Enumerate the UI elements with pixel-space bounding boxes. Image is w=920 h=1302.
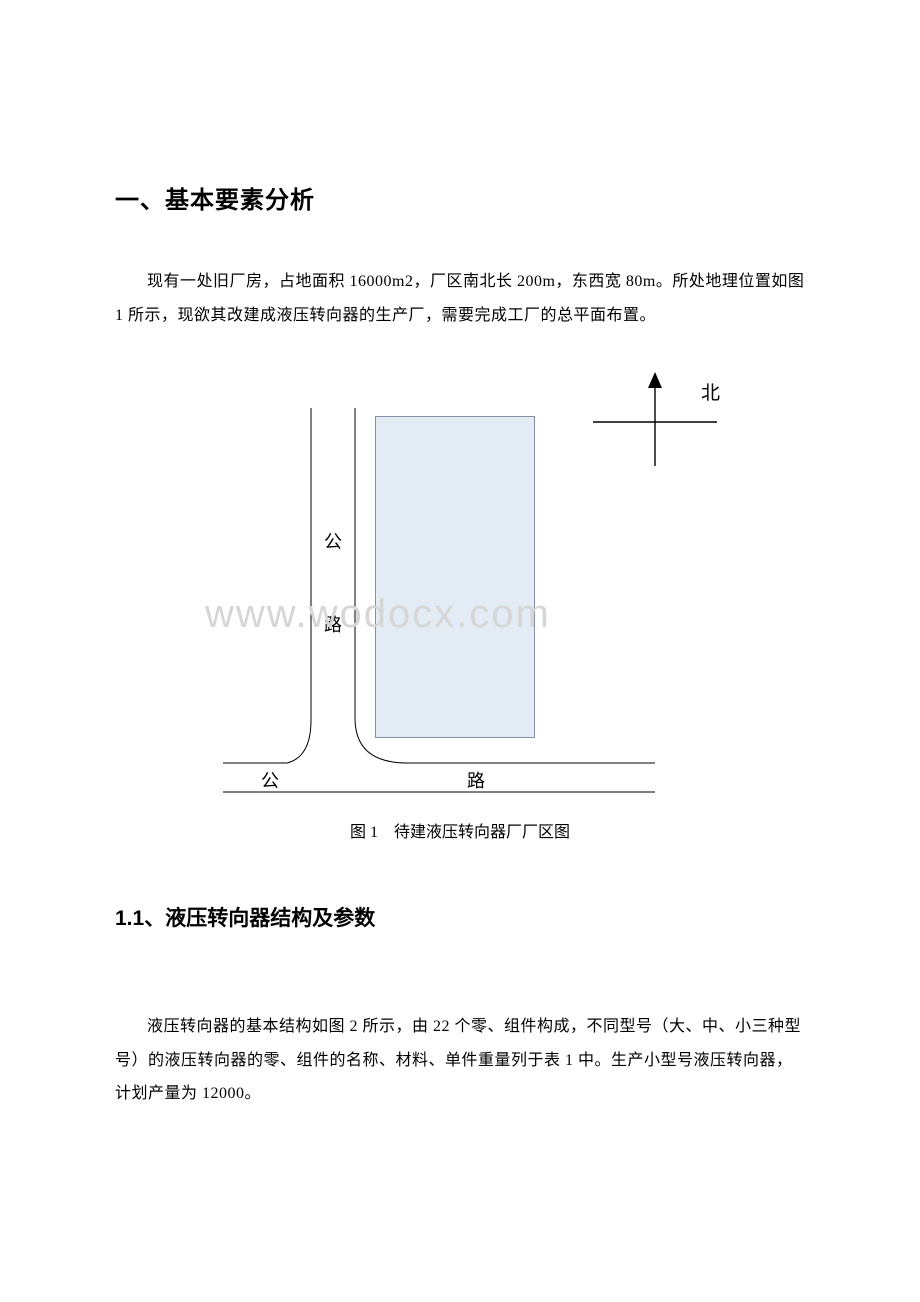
figure-1: 北 公 路 公 路 www.wodocx.com	[115, 370, 805, 800]
road-label-bottom-right: 路	[467, 767, 485, 793]
road-label-bottom-left: 公	[261, 767, 279, 793]
road-label-vertical-char2: 路	[323, 613, 343, 638]
paragraph-2: 液压转向器的基本结构如图 2 所示，由 22 个零、组件构成，不同型号（大、中、…	[115, 1010, 805, 1111]
road-label-vertical: 公 路	[323, 530, 343, 638]
section-heading-1: 一、基本要素分析	[115, 180, 805, 215]
figure-1-caption: 图 1 待建液压转向器厂厂区图	[115, 818, 805, 842]
paragraph-1: 现有一处旧厂房，占地面积 16000m2，厂区南北长 200m，东西宽 80m。…	[115, 265, 805, 332]
section-heading-1-1: 1.1、液压转向器结构及参数	[115, 902, 805, 932]
road-outline	[115, 370, 805, 800]
road-label-vertical-char1: 公	[323, 530, 343, 555]
